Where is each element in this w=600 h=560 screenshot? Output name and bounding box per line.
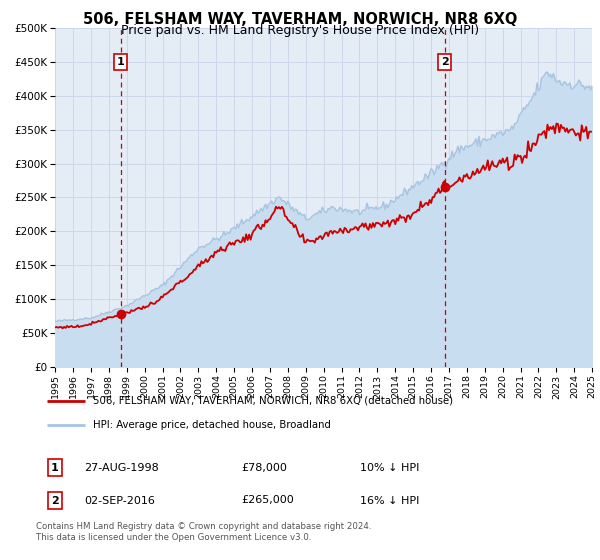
Text: £265,000: £265,000 [241, 496, 294, 506]
Text: 2: 2 [51, 496, 59, 506]
Text: £78,000: £78,000 [241, 463, 287, 473]
Text: 02-SEP-2016: 02-SEP-2016 [85, 496, 155, 506]
Text: 1: 1 [117, 57, 125, 67]
Text: 2: 2 [440, 57, 448, 67]
Text: This data is licensed under the Open Government Licence v3.0.: This data is licensed under the Open Gov… [36, 533, 311, 542]
Text: 1: 1 [51, 463, 59, 473]
Text: 27-AUG-1998: 27-AUG-1998 [85, 463, 160, 473]
Text: Price paid vs. HM Land Registry's House Price Index (HPI): Price paid vs. HM Land Registry's House … [121, 24, 479, 37]
Text: 16% ↓ HPI: 16% ↓ HPI [360, 496, 419, 506]
Text: 506, FELSHAM WAY, TAVERHAM, NORWICH, NR8 6XQ: 506, FELSHAM WAY, TAVERHAM, NORWICH, NR8… [83, 12, 517, 27]
Text: HPI: Average price, detached house, Broadland: HPI: Average price, detached house, Broa… [92, 420, 331, 430]
Text: Contains HM Land Registry data © Crown copyright and database right 2024.: Contains HM Land Registry data © Crown c… [36, 522, 371, 531]
Text: 506, FELSHAM WAY, TAVERHAM, NORWICH, NR8 6XQ (detached house): 506, FELSHAM WAY, TAVERHAM, NORWICH, NR8… [92, 396, 453, 406]
Text: 10% ↓ HPI: 10% ↓ HPI [360, 463, 419, 473]
